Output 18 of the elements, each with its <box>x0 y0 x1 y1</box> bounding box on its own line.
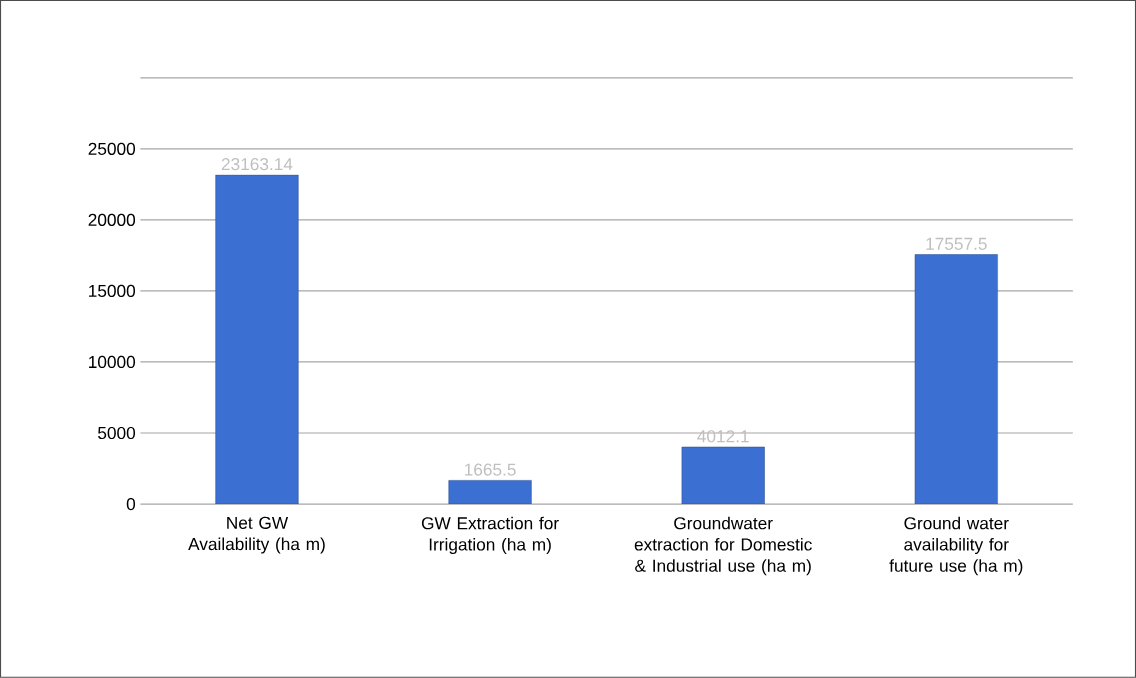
bar <box>215 174 299 505</box>
x-tick-label: Ground water availability for future use (ha m) <box>889 516 1023 576</box>
x-tick-label: Net GW Availability (ha m) <box>188 516 325 554</box>
data-label: 17557.5 <box>926 237 987 251</box>
y-tick-label: 10000 <box>89 355 136 369</box>
y-tick-label: 20000 <box>88 213 136 227</box>
y-tick-label: 25000 <box>88 142 136 156</box>
bar <box>448 480 532 505</box>
y-tick-label: 15000 <box>89 284 136 298</box>
y-tick-label: 0 <box>126 498 136 511</box>
data-label: 23163.14 <box>221 158 293 171</box>
bar <box>914 254 998 505</box>
data-label: 1665.5 <box>465 463 516 476</box>
y-tick-label: 5000 <box>98 427 136 440</box>
x-tick-label: GW Extraction for Irrigation (ha m) <box>421 516 559 555</box>
bar <box>681 446 765 505</box>
data-label: 4012.1 <box>697 430 749 443</box>
x-tick-label: Groundwater extraction for Domestic & Industrial use (ha m) <box>634 516 812 576</box>
